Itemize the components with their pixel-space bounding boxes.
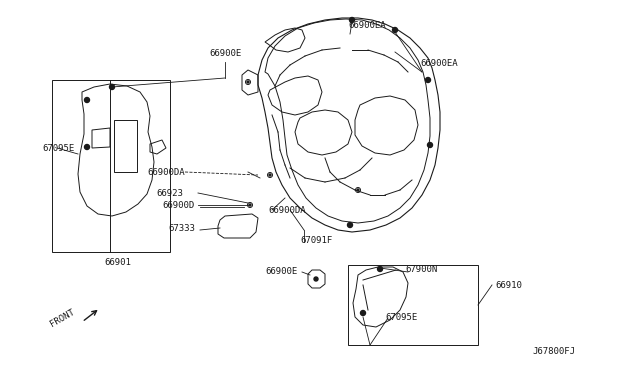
Circle shape (84, 144, 90, 150)
Circle shape (392, 28, 397, 32)
Text: 67091F: 67091F (300, 235, 332, 244)
Text: 66923: 66923 (156, 189, 183, 198)
Text: 66900DA: 66900DA (147, 167, 185, 176)
Text: FRONT: FRONT (48, 307, 76, 328)
Bar (348, 265, 478, 345)
Circle shape (360, 311, 365, 315)
Circle shape (428, 142, 433, 148)
Bar (52, 80, 170, 252)
Text: 66910: 66910 (495, 280, 522, 289)
Circle shape (348, 222, 353, 228)
Text: 66901: 66901 (104, 258, 131, 267)
Text: 66900E: 66900E (266, 267, 298, 276)
Text: 67333: 67333 (168, 224, 195, 232)
Text: 66900EA: 66900EA (420, 59, 458, 68)
Circle shape (269, 174, 271, 176)
Text: 67095E: 67095E (385, 314, 417, 323)
Circle shape (84, 97, 90, 103)
Text: 67900N: 67900N (405, 266, 437, 275)
Circle shape (378, 266, 383, 272)
Text: J67800FJ: J67800FJ (532, 347, 575, 356)
Text: 66900D: 66900D (163, 201, 195, 209)
Circle shape (247, 81, 249, 83)
Text: 66900EA: 66900EA (348, 21, 386, 30)
Circle shape (349, 17, 355, 22)
Circle shape (249, 204, 251, 206)
Text: 67095E: 67095E (42, 144, 74, 153)
Text: 66900E: 66900E (209, 49, 241, 58)
Circle shape (314, 277, 318, 281)
Circle shape (357, 189, 359, 191)
Circle shape (109, 84, 115, 90)
Text: 66900DA: 66900DA (268, 205, 306, 215)
Circle shape (426, 77, 431, 83)
